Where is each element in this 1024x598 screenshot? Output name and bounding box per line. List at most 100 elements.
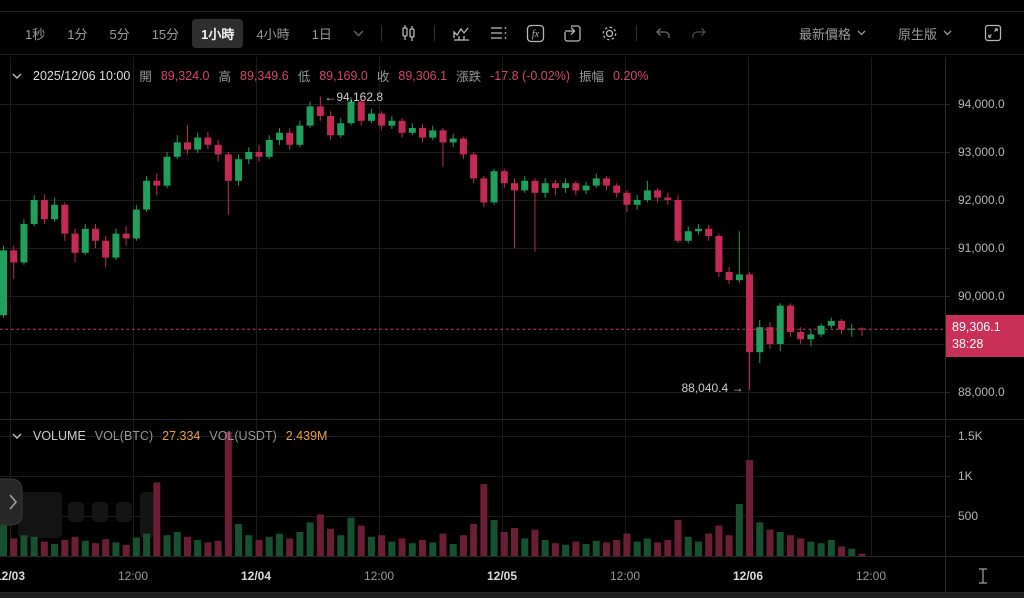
volume-bar [143,533,151,556]
toolbar-divider [380,25,382,41]
candle-body [183,142,191,150]
candle-body [858,328,866,330]
volume-bar [562,544,570,556]
candle-body [694,228,702,232]
candle [705,224,713,241]
object-list-button[interactable] [483,21,514,45]
candle [582,181,590,195]
candle [81,224,89,256]
interval-button-1小時[interactable]: 1小時 [192,18,244,48]
candle [613,183,621,198]
candle-body [439,130,447,143]
volume-bar [112,542,120,556]
candle [480,176,488,208]
price-mode-dropdown[interactable]: 最新價格 [793,23,872,44]
price-tick-label: 90,000.0 [958,289,1005,303]
low-annotation: 88,040.4 → [682,381,744,395]
volume-bar [255,540,263,556]
candle-body [838,320,846,330]
formula-button[interactable]: fx [520,20,551,47]
settings-gear-icon [602,26,617,40]
candle [398,118,406,138]
candle [0,245,7,318]
candle-body [511,183,518,191]
candle-body [245,152,253,160]
pane-expand-button[interactable] [0,478,23,526]
candle [562,178,570,193]
price-mode-label: 最新價格 [798,26,851,42]
interval-selector: 1秒 1分 5分 15分 1小時 4小時 1日 [16,18,341,48]
interval-button-15分[interactable]: 15分 [143,19,188,48]
volume-bar [725,535,733,556]
close-value: 89,306.1 [398,68,448,83]
candle [91,224,99,248]
candle-datetime: 2025/12/06 10:00 [33,68,131,83]
interval-button-1秒[interactable]: 1秒 [16,19,54,48]
svg-text:fx: fx [532,29,540,40]
candle [541,178,549,198]
volume-bar [766,529,774,556]
volume-bar [429,542,437,556]
bottom-scrollbar[interactable] [0,592,1024,598]
collapse-price-pane-button[interactable] [10,71,24,81]
candle-body [705,228,713,236]
candle [153,173,161,196]
redo-button[interactable] [684,22,714,45]
candle [40,194,48,224]
high-label: 高 [218,70,232,84]
candle [715,233,723,277]
volume-bar [756,522,764,556]
volume-bar [327,528,335,556]
volume-bars [0,432,866,556]
candle [592,173,600,188]
candle [316,96,324,121]
time-tick-label: 12:00 [856,569,886,583]
undo-button[interactable] [648,22,678,45]
candle-body [602,178,610,186]
interval-button-1日[interactable]: 1日 [303,19,341,48]
axis-scale-icon[interactable] [979,568,987,584]
candlestick-chart-canvas[interactable]: ←94,162.8 88,040.4 → 94,000.0 93,000.0 92,00… [0,57,1024,592]
volume-bar [613,540,621,556]
candle [143,176,151,212]
layers-list-icon [490,27,507,39]
candle-body [10,250,18,263]
interval-button-1分[interactable]: 1分 [58,19,96,48]
interval-button-5分[interactable]: 5分 [100,19,138,48]
volume-bar [306,522,314,556]
candle-body [347,101,355,124]
export-icon [564,24,581,42]
high-annotation: ←94,162.8 [324,90,383,104]
candle-body [592,178,600,186]
candle [838,319,846,335]
price-axis[interactable]: 94,000.0 93,000.0 92,000.0 91,000.0 90,000.0… [945,97,1005,523]
candle-body [286,132,294,145]
version-dropdown[interactable]: 原生版 [892,23,958,44]
more-intervals-button[interactable] [347,26,370,41]
volume-bar [439,533,447,556]
price-tick-label: 88,000.0 [958,385,1005,399]
volume-bar [51,544,59,556]
candle-body [275,132,283,140]
pill-bg [0,478,23,526]
candle-body [255,152,263,157]
export-button[interactable] [557,20,588,47]
chart-settings-button[interactable] [594,20,625,47]
candle-body [531,180,539,193]
fullscreen-button[interactable] [978,20,1008,46]
volume-bar [183,536,191,556]
chart-style-button[interactable] [393,20,423,46]
collapse-volume-pane-button[interactable] [10,431,24,441]
candle [848,323,856,337]
candle-body [122,233,130,239]
interval-button-4小時[interactable]: 4小時 [247,19,298,48]
candle [817,323,825,337]
ohlc-info-bar: 2025/12/06 10:00 開 89,324.0 高 89,349.6 低… [10,66,648,85]
indicators-button[interactable] [446,20,477,46]
candle [286,128,294,150]
candle [214,140,222,162]
candle [664,192,672,205]
time-axis[interactable]: 12/03 12:00 12/04 12:00 12/05 12:00 12/06 12:00 [0,568,987,584]
candle-body [735,274,743,281]
